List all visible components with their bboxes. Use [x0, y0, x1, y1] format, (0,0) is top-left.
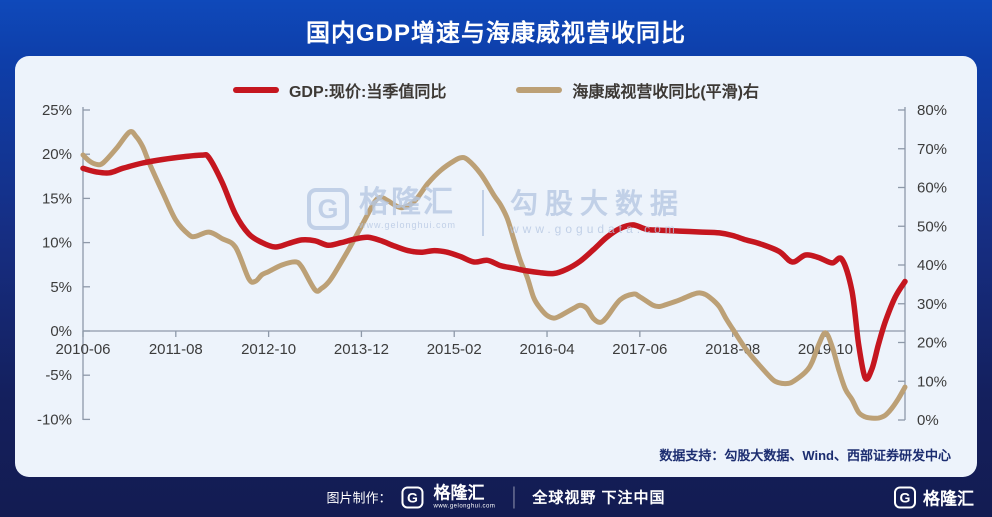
right-axis-tick-label: 0% — [917, 412, 939, 429]
gelonghui-logo-icon: G — [401, 486, 424, 508]
right-axis-tick-label: 30% — [917, 296, 947, 313]
series-line-hikvision — [80, 129, 908, 421]
chart-plot: 25% 20% 15% 10% 5% 0% -5% -10% 80% 70% 60% 50% 40% 30… — [37, 102, 947, 429]
x-axis-tick-label: 2010-06 — [55, 341, 110, 358]
footer-credit: 图片制作： G 格隆汇 www.gelonghui.com 全球视野 下注中国 — [326, 485, 665, 510]
gelonghui-logo-icon: G — [894, 486, 916, 508]
hikvision-line-swatch — [516, 87, 563, 93]
data-source-note: 数据支持：勾股大数据、Wind、西部证券研发中心 — [659, 448, 951, 463]
footer-brand-url: www.gelonghui.com — [433, 503, 496, 510]
footer-made-by-label: 图片制作： — [326, 490, 392, 506]
right-axis-tick-label: 50% — [917, 218, 947, 235]
right-axis-tick-label: 70% — [917, 141, 947, 158]
legend-label-hikvision: 海康威视营收同比(平滑)右 — [572, 84, 759, 101]
legend-item-hikvision: 海康威视营收同比(平滑)右 — [516, 78, 759, 102]
footer: 图片制作： G 格隆汇 www.gelonghui.com 全球视野 下注中国 … — [0, 477, 992, 517]
gdp-line-swatch — [232, 87, 279, 93]
chart-legend: GDP:现价:当季值同比 海康威视营收同比(平滑)右 — [15, 78, 977, 102]
left-axis-tick-label: -5% — [45, 367, 72, 384]
left-axis-tick-label: 0% — [50, 323, 72, 340]
left-axis-tick-label: 10% — [42, 235, 72, 252]
x-axis-tick-label: 2012-10 — [241, 341, 296, 358]
left-axis-tick-label: 20% — [42, 146, 72, 163]
right-axis-tick-label: 40% — [917, 257, 947, 274]
right-axis-tick-label: 80% — [917, 102, 947, 119]
x-axis-tick-label: 2013-12 — [334, 341, 389, 358]
legend-label-gdp: GDP:现价:当季值同比 — [288, 84, 447, 101]
series-line-gdp — [80, 152, 908, 382]
footer-brand: 格隆汇 — [433, 483, 485, 503]
footer-right-logo: G 格隆汇 — [894, 485, 974, 510]
right-axis-tick-label: 60% — [917, 180, 947, 197]
page-title: 国内GDP增速与海康威视营收同比 — [305, 20, 686, 47]
left-axis-tick-label: 25% — [42, 102, 72, 119]
x-axis-tick-label: 2017-06 — [612, 341, 667, 358]
x-axis-tick-label: 2016-04 — [520, 341, 575, 358]
x-axis-tick-label: 2015-02 — [427, 341, 482, 358]
left-axis-tick-label: 15% — [42, 190, 72, 207]
right-axis-tick-label: 20% — [917, 335, 947, 352]
chart-card: 25% 20% 15% 10% 5% 0% -5% -10% 80% 70% 60% 50% 40% 30… — [15, 56, 977, 477]
footer-slogan: 全球视野 下注中国 — [532, 489, 666, 507]
left-axis-tick-label: -10% — [37, 411, 72, 428]
footer-divider — [513, 486, 515, 508]
right-axis-tick-label: 10% — [917, 373, 947, 390]
footer-right-brand: 格隆汇 — [923, 489, 974, 509]
legend-item-gdp: GDP:现价:当季值同比 — [232, 78, 447, 102]
x-axis-tick-label: 2011-08 — [149, 341, 203, 358]
left-axis-tick-label: 5% — [50, 279, 72, 296]
x-axis-tick-label: 2019-10 — [798, 341, 853, 358]
